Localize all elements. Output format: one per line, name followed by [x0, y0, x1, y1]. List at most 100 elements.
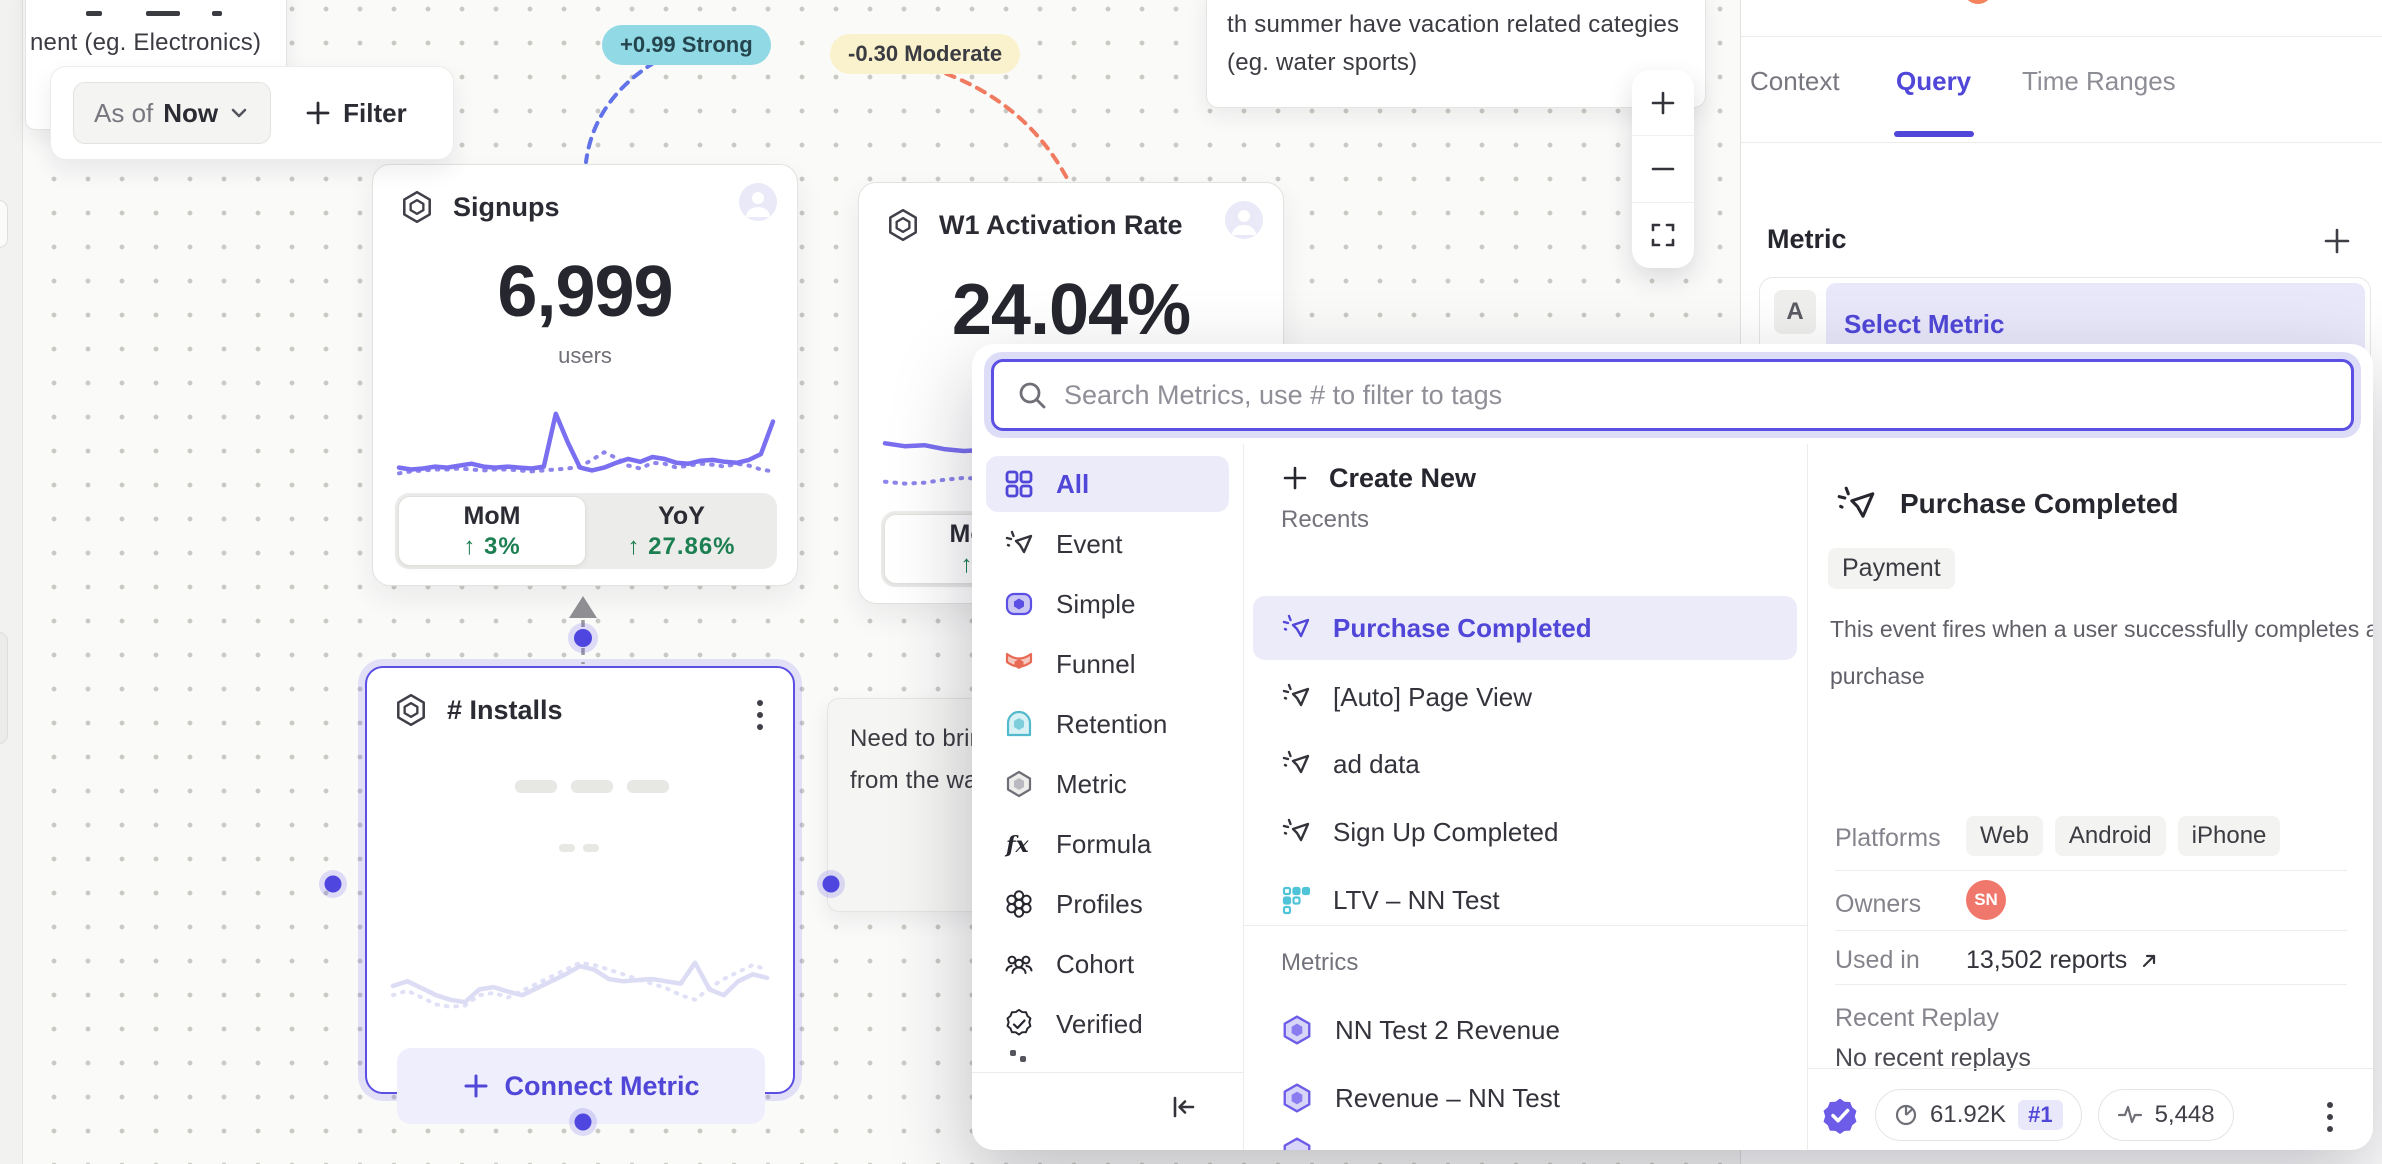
list-item-nn-test-2-revenue[interactable]: NN Test 2 Revenue: [1253, 998, 1797, 1062]
category-formula[interactable]: fx Formula: [1004, 828, 1152, 859]
as-of-value: Now: [163, 97, 219, 128]
correlation-badge-moderate[interactable]: -0.30 Moderate: [830, 34, 1021, 74]
category-funnel[interactable]: Funnel: [972, 634, 1243, 694]
list-item-revenue-nn-test[interactable]: Revenue – NN Test: [1253, 1066, 1797, 1130]
category-simple[interactable]: Simple: [972, 574, 1243, 634]
sticky-note-vacation[interactable]: th summer have vacation related categies…: [1206, 0, 1706, 108]
platform-iphone: iPhone: [2177, 816, 2281, 856]
search-placeholder: Search Metrics, use # to filter to tags: [1064, 379, 1503, 410]
hexagon-metric-icon: [399, 189, 435, 225]
fit-view-button[interactable]: [1632, 201, 1694, 268]
zoom-in-button[interactable]: [1632, 70, 1694, 135]
category-cohort[interactable]: Cohort: [972, 934, 1243, 994]
filter-label: Filter: [343, 97, 407, 128]
card-title: W1 Activation Rate: [939, 209, 1183, 240]
list-item-auto-page-view[interactable]: [Auto] Page View: [1253, 665, 1797, 729]
card-title: # Installs: [447, 694, 563, 725]
used-in-link[interactable]: 13,502 reports: [1966, 946, 2159, 975]
clipped-category-icon: [1020, 1056, 1026, 1062]
owner-avatar-icon: [739, 183, 777, 221]
category-metric[interactable]: Metric: [972, 754, 1243, 814]
pulse-icon: [2117, 1102, 2143, 1128]
add-filter-button[interactable]: Filter: [305, 98, 407, 129]
verified-badge-icon: [1004, 1009, 1034, 1039]
event-spark-icon: [1281, 749, 1311, 779]
detail-menu-kebab-icon[interactable]: [2321, 1096, 2339, 1138]
category-retention[interactable]: Retention: [972, 694, 1243, 754]
divider: [1835, 870, 2347, 871]
event-spark-icon: [1281, 817, 1311, 847]
owner-avatar[interactable]: SN: [1966, 880, 2006, 920]
metric-card-signups[interactable]: Signups 6,999 users MoM ↑ 3% YoY ↑ 27.86…: [372, 164, 798, 586]
tab-context[interactable]: Context: [1750, 66, 1840, 96]
correlation-badge-strong[interactable]: +0.99 Strong: [602, 25, 771, 65]
divider: [1835, 930, 2347, 931]
metric-hexagon-icon: [1004, 769, 1034, 799]
rank-badge: #1: [2018, 1100, 2063, 1130]
yoy-toggle[interactable]: YoY ↑ 27.86%: [586, 493, 777, 569]
chevron-down-icon: [228, 102, 250, 124]
recent-replay-value: No recent replays: [1835, 1044, 2031, 1072]
profiles-cluster-icon: [1004, 889, 1034, 919]
detail-footer: 61.92K #1 5,448: [1807, 1080, 2373, 1150]
event-volume-chip[interactable]: 61.92K #1: [1875, 1089, 2082, 1141]
connect-metric-button[interactable]: Connect Metric: [397, 1048, 765, 1124]
add-metric-button[interactable]: [2322, 226, 2352, 261]
verified-seal-icon: [1821, 1096, 1859, 1134]
as-of-dropdown[interactable]: As of Now: [73, 82, 272, 144]
metric-section-title: Metric: [1767, 224, 1847, 254]
metric-card-installs[interactable]: # Installs Connect Metric: [365, 666, 795, 1124]
volume-value: 61.92K: [1930, 1101, 2007, 1128]
mom-toggle[interactable]: MoM ↑ 3%: [398, 496, 586, 566]
skeleton-placeholder: [515, 780, 669, 793]
list-item-purchase-completed[interactable]: Purchase Completed: [1253, 596, 1797, 660]
category-verified[interactable]: Verified: [972, 994, 1243, 1054]
note-text: (eg. water sports): [1227, 49, 1418, 76]
event-count-chip[interactable]: 5,448: [2097, 1089, 2234, 1141]
detail-description: This event fires when a user successfull…: [1830, 616, 2373, 689]
divider: [1741, 36, 2382, 37]
platforms-label: Platforms: [1835, 824, 1941, 852]
pie-chart-icon: [1894, 1103, 1918, 1127]
hexagon-metric-icon: [393, 692, 429, 728]
tab-time-ranges[interactable]: Time Ranges: [2022, 66, 2176, 96]
as-of-label: As of: [94, 97, 154, 128]
search-field-halo: Search Metrics, use # to filter to tags: [984, 352, 2361, 438]
user-avatar[interactable]: [1963, 0, 1993, 4]
ltv-grid-icon: [1281, 885, 1311, 915]
create-new-button[interactable]: Create New: [1281, 452, 1476, 504]
category-event[interactable]: Event: [972, 514, 1243, 574]
external-link-icon: [2139, 951, 2159, 971]
simple-metric-icon: [1004, 589, 1034, 619]
collapse-sidebar-icon[interactable]: [1160, 1084, 1206, 1130]
grid-icon: [1004, 469, 1034, 499]
category-all[interactable]: All: [972, 454, 1243, 514]
platform-android: Android: [2054, 816, 2166, 856]
left-edge-strip: [0, 0, 23, 1164]
card-menu-kebab-icon[interactable]: [751, 694, 769, 736]
search-input[interactable]: Search Metrics, use # to filter to tags: [991, 359, 2354, 431]
tab-query[interactable]: Query: [1896, 66, 1972, 96]
category-tag[interactable]: Payment: [1828, 548, 1955, 589]
hexagon-metric-icon: [885, 207, 921, 243]
metric-hexagon-icon: [1281, 1082, 1313, 1114]
list-item-sign-up-completed[interactable]: Sign Up Completed: [1253, 800, 1797, 864]
collapsed-panel-handle[interactable]: [0, 200, 8, 248]
divider: [1243, 444, 1244, 1150]
list-item-ad-data[interactable]: ad data: [1253, 732, 1797, 796]
list-item-ltv-nn-test[interactable]: LTV – NN Test: [1253, 868, 1797, 932]
connect-metric-label: Connect Metric: [504, 1070, 700, 1101]
category-sidebar: All Event Simple Funnel: [972, 444, 1243, 1150]
divider: [1835, 984, 2347, 985]
zoom-out-button[interactable]: [1632, 135, 1694, 201]
recent-replay-label: Recent Replay: [1835, 1004, 1999, 1032]
detail-title: Purchase Completed: [1900, 488, 2179, 519]
category-profiles[interactable]: Profiles: [972, 874, 1243, 934]
metrics-section-label: Metrics: [1281, 949, 1359, 976]
note-text: th summer have vacation related categies: [1227, 11, 1680, 38]
event-spark-icon: [1281, 613, 1311, 643]
metric-detail-panel: Purchase Completed Payment This event fi…: [1807, 444, 2373, 1150]
collapsed-panel-handle[interactable]: [0, 632, 8, 744]
event-spark-icon: [1835, 484, 1877, 526]
